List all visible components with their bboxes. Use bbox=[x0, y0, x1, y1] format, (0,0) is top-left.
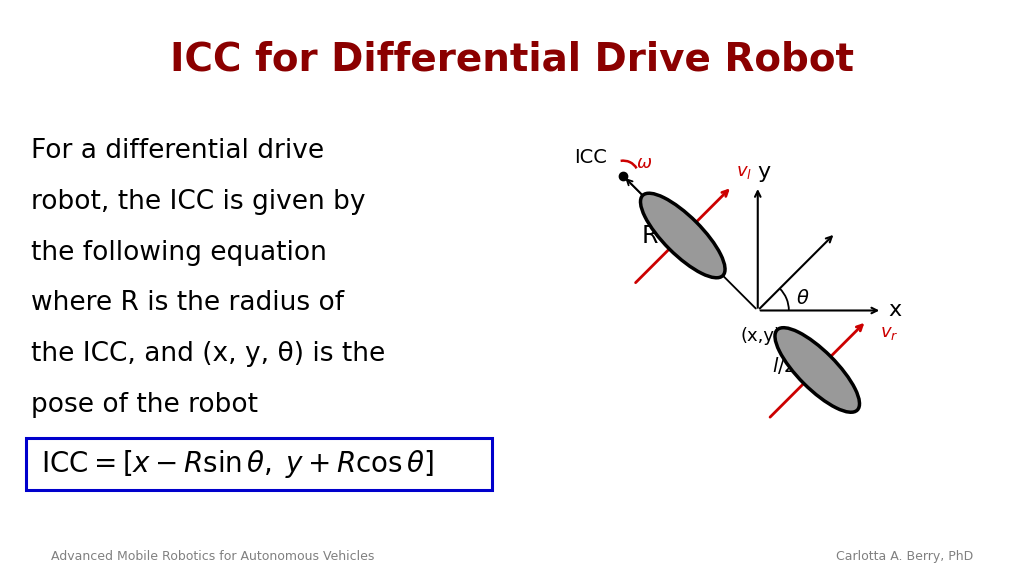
Text: $v_l$: $v_l$ bbox=[735, 162, 752, 180]
Text: $v_r$: $v_r$ bbox=[880, 324, 898, 343]
Text: the following equation: the following equation bbox=[31, 240, 327, 266]
Text: R: R bbox=[642, 224, 658, 248]
Text: y: y bbox=[757, 161, 770, 181]
Ellipse shape bbox=[640, 193, 725, 278]
Text: ICC: ICC bbox=[574, 148, 607, 167]
Text: Carlotta A. Berry, PhD: Carlotta A. Berry, PhD bbox=[836, 550, 973, 563]
Text: $\mathrm{ICC}=[x-R\sin\theta,\;y+R\cos\theta]$: $\mathrm{ICC}=[x-R\sin\theta,\;y+R\cos\t… bbox=[41, 448, 434, 480]
Text: Advanced Mobile Robotics for Autonomous Vehicles: Advanced Mobile Robotics for Autonomous … bbox=[51, 550, 375, 563]
Text: robot, the ICC is given by: robot, the ICC is given by bbox=[31, 189, 366, 215]
Ellipse shape bbox=[775, 328, 859, 412]
Text: the ICC, and (x, y, θ) is the: the ICC, and (x, y, θ) is the bbox=[31, 341, 385, 367]
Text: $\omega$: $\omega$ bbox=[636, 154, 652, 172]
Text: For a differential drive: For a differential drive bbox=[31, 138, 324, 164]
Text: ICC for Differential Drive Robot: ICC for Differential Drive Robot bbox=[170, 40, 854, 78]
Text: where R is the radius of: where R is the radius of bbox=[31, 290, 344, 316]
Text: (x,y): (x,y) bbox=[741, 327, 782, 344]
Text: pose of the robot: pose of the robot bbox=[31, 392, 258, 418]
Text: x: x bbox=[889, 301, 902, 320]
Text: $l/2$: $l/2$ bbox=[772, 355, 796, 376]
Text: $\theta$: $\theta$ bbox=[797, 289, 810, 308]
